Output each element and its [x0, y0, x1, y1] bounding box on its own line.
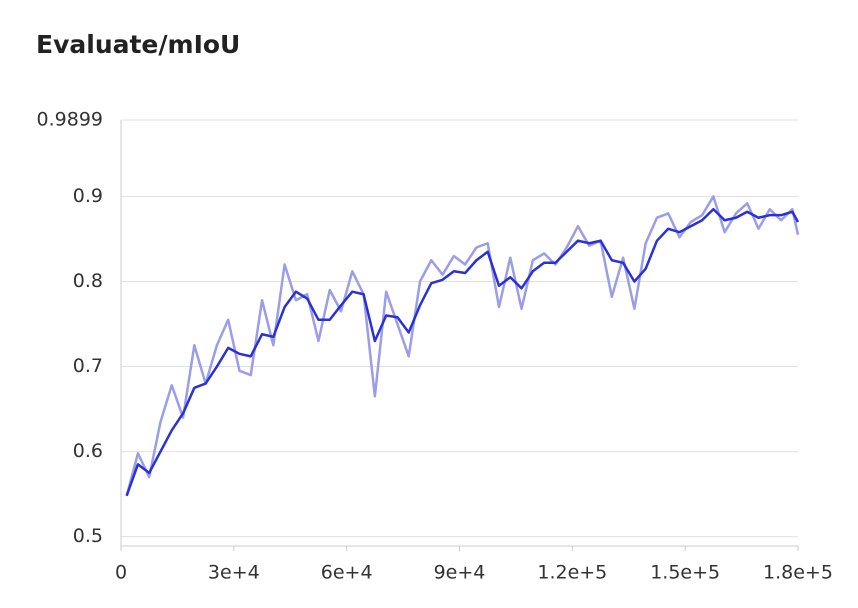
x-tick-label: 6e+4 [321, 562, 373, 584]
y-tick-label: 0.7 [73, 355, 103, 377]
y-tick-label: 0.6 [73, 440, 103, 462]
y-tick-label: 0.9899 [37, 109, 103, 131]
x-tick-label: 1.8e+5 [763, 562, 833, 584]
y-tick-label: 0.5 [73, 525, 103, 547]
x-tick-label: 3e+4 [208, 562, 260, 584]
y-tick-label: 0.9 [73, 185, 103, 207]
x-tick-label: 1.2e+5 [537, 562, 607, 584]
x-tick-label: 1.5e+5 [650, 562, 720, 584]
y-tick-label: 0.8 [73, 270, 103, 292]
series-line [125, 195, 800, 497]
chart-title: Evaluate/mIoU [36, 30, 240, 59]
x-tick-label: 9e+4 [434, 562, 486, 584]
x-tick-label: 0 [115, 562, 127, 584]
series-line [125, 207, 800, 497]
